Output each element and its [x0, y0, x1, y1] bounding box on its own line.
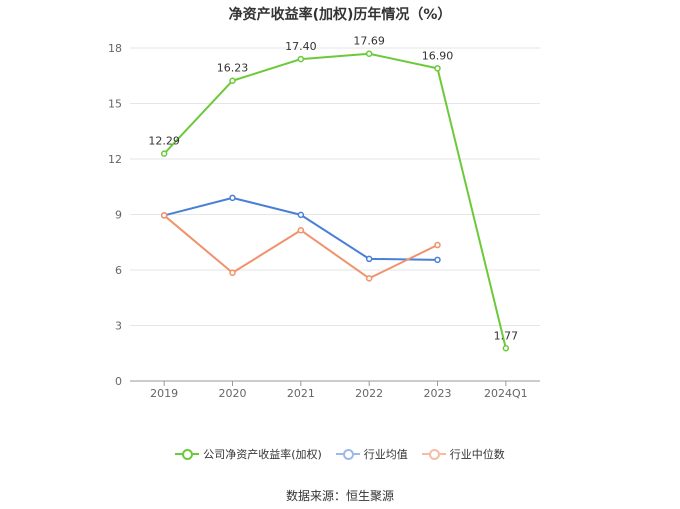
data-source: 数据来源：恒生聚源 [285, 489, 394, 503]
x-tick-label: 2020 [219, 387, 247, 400]
legend-swatch-industry-median [421, 448, 446, 460]
x-tick-label: 2024Q1 [484, 387, 528, 400]
x-tick-label: 2023 [424, 387, 452, 400]
y-tick-label: 12 [108, 153, 122, 166]
legend-swatch-industry-mean [335, 448, 360, 460]
legend-item-industry-mean[interactable]: 行业均值 [335, 446, 408, 462]
data-label: 12.29 [148, 135, 180, 148]
series-line-0 [163, 52, 507, 349]
y-tick-label: 9 [115, 209, 122, 222]
series-point-0 [434, 65, 441, 72]
data-label: 17.40 [285, 40, 317, 53]
series-point-2 [297, 226, 305, 234]
legend-item-company-roe[interactable]: 公司净资产收益率(加权) [175, 446, 322, 462]
series-point-0 [502, 345, 510, 352]
x-tick-label: 2022 [355, 387, 383, 400]
y-tick-label: 15 [108, 98, 122, 111]
data-label: 17.69 [353, 35, 385, 48]
series-point-1 [365, 255, 373, 263]
series-lines [160, 50, 510, 352]
series-point-0 [160, 150, 168, 157]
axes: 0 3 6 9 12 15 18 2019 2020 2021 2022 2023 2024Q1 [108, 42, 540, 400]
series-point-0 [365, 50, 373, 57]
x-tick-label: 2019 [150, 387, 178, 400]
series-point-1 [229, 194, 236, 202]
series-point-2 [229, 269, 236, 277]
series-point-0 [297, 55, 305, 63]
series-point-2 [365, 275, 373, 282]
series-point-2 [434, 241, 441, 249]
legend-label-industry-mean: 行业均值 [363, 448, 408, 461]
y-tick-label: 18 [108, 42, 122, 55]
legend: 公司净资产收益率(加权) 行业均值 行业中位数 [0, 446, 680, 462]
legend-label-industry-median: 行业中位数 [449, 448, 505, 461]
series-point-1 [434, 256, 441, 264]
y-tick-label: 6 [115, 264, 122, 277]
data-labels: 12.29 16.23 17.40 17.69 16.90 1.77 [148, 35, 518, 343]
grid-lines [130, 47, 540, 326]
data-label: 16.90 [422, 49, 454, 62]
y-tick-label: 0 [115, 375, 122, 388]
series-line-2 [163, 214, 438, 280]
data-label: 1.77 [494, 329, 519, 342]
legend-swatch-company-roe [175, 448, 200, 460]
x-tick-label: 2021 [287, 387, 315, 400]
chart-title: 净资产收益率(加权)历年情况（%） [228, 7, 452, 23]
data-label: 16.23 [217, 62, 249, 75]
series-point-2 [160, 212, 168, 219]
series-point-1 [297, 211, 305, 219]
legend-label-company-roe: 公司净资产收益率(加权) [203, 448, 322, 461]
series-point-0 [229, 77, 236, 84]
y-tick-label: 3 [115, 320, 122, 333]
legend-item-industry-median[interactable]: 行业中位数 [421, 446, 505, 462]
